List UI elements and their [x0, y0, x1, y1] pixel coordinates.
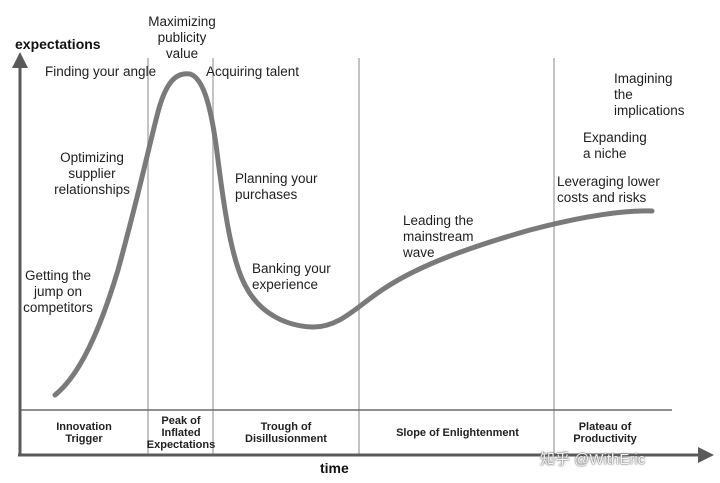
watermark: 知乎 @WithEric — [540, 451, 646, 468]
annotation-imagining-implications: Imagining the implications — [614, 71, 685, 118]
annotation-getting-jump: Getting the jump on competitors — [23, 268, 93, 315]
annotation-leveraging-costs: Leveraging lower costs and risks — [557, 174, 660, 205]
annotation-optimizing-supplier: Optimizing supplier relationships — [54, 150, 130, 197]
annotation-acquiring-talent: Acquiring talent — [206, 64, 300, 79]
phase-plateau-productivity: Plateau of Productivity — [573, 421, 637, 445]
annotation-leading-mainstream: Leading the mainstream wave — [403, 213, 474, 260]
y-axis-label: expectations — [15, 36, 101, 52]
annotation-maximizing-publicity: Maximizing publicity value — [148, 14, 216, 61]
phase-innovation-trigger: Innovation Trigger — [56, 421, 112, 445]
annotation-banking-experience: Banking your experience — [252, 261, 331, 292]
phase-trough-disillusionment: Trough of Disillusionment — [245, 421, 327, 445]
annotation-planning-purchases: Planning your purchases — [235, 171, 318, 202]
annotation-expanding-niche: Expanding a niche — [583, 130, 647, 161]
x-axis-arrow — [698, 447, 714, 463]
x-axis-label: time — [320, 460, 349, 476]
phase-peak-inflated: Peak of Inflated Expectations — [146, 415, 216, 451]
annotation-finding-angle: Finding your angle — [45, 64, 157, 79]
y-axis-arrow — [12, 52, 28, 68]
phase-slope-enlightenment: Slope of Enlightenment — [396, 427, 519, 439]
hype-curve — [52, 71, 655, 398]
